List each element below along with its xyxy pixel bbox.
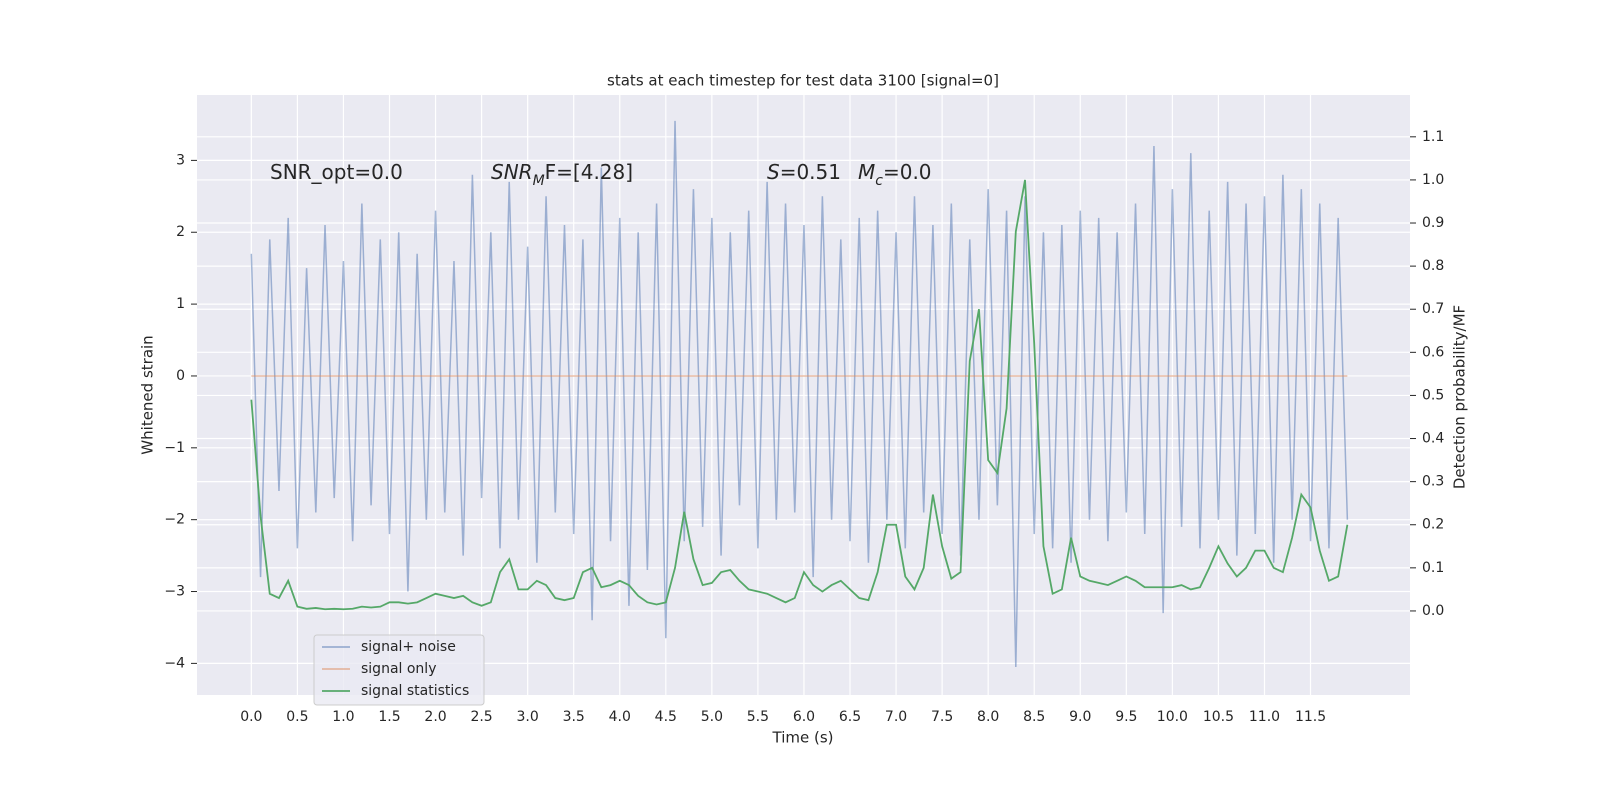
y-tick-label: 3 [176, 152, 185, 168]
legend-label: signal only [361, 661, 436, 677]
y-tick-label: −2 [164, 512, 185, 528]
y2-tick-label: 0.3 [1422, 474, 1444, 490]
x-tick-label: 7.0 [885, 709, 907, 725]
annotation: SNR_opt=0.0 [270, 160, 403, 184]
x-tick-label: 1.0 [332, 709, 354, 725]
x-tick-label: 6.5 [839, 709, 861, 725]
y-tick-label: 1 [176, 296, 185, 312]
annotation-part: S [767, 160, 780, 184]
x-tick-label: 9.0 [1069, 709, 1091, 725]
x-tick-label: 6.0 [793, 709, 815, 725]
annotation-part: M [858, 160, 875, 184]
x-tick-label: 0.5 [286, 709, 308, 725]
annotation-part: F=[4.28] [545, 160, 633, 184]
legend-box [313, 634, 485, 706]
x-tick-label: 11.0 [1249, 709, 1280, 725]
y2-tick-label: 0.7 [1422, 301, 1444, 317]
legend: signal+ noise signal only signal statistic… [313, 634, 485, 706]
x-tick-label: 10.5 [1203, 709, 1234, 725]
x-tick-label: 5.5 [747, 709, 769, 725]
annotation-part: SNR [491, 160, 533, 184]
annotation-part: M [533, 173, 545, 189]
y-tick-label: 2 [176, 224, 185, 240]
y-tick-label: −4 [164, 655, 185, 671]
x-tick-label: 1.5 [378, 709, 400, 725]
y-tick-label: −3 [164, 584, 185, 600]
y2-tick-label: 0.4 [1422, 431, 1444, 447]
y2-axis-label: Detection probability/MF [1451, 305, 1469, 489]
annotation: S=0.51 [767, 160, 841, 184]
y2-tick-label: 1.1 [1422, 129, 1444, 145]
annotation: SNRMF=[4.28] [491, 160, 633, 190]
annotation-part: =0.0 [883, 160, 932, 184]
x-tick-label: 8.0 [977, 709, 999, 725]
y2-tick-label: 0.5 [1422, 387, 1444, 403]
y2-tick-label: 0.2 [1422, 517, 1444, 533]
y2-tick-label: 1.0 [1422, 172, 1444, 188]
series-line [250, 179, 1349, 611]
x-tick-label: 2.0 [424, 709, 446, 725]
x-tick-label: 4.5 [655, 709, 677, 725]
x-tick-label: 7.5 [931, 709, 953, 725]
y2-tick-label: 0.9 [1422, 215, 1444, 231]
annotation-part: =0.51 [780, 160, 841, 184]
series-line [250, 120, 1349, 667]
x-tick-label: 10.0 [1157, 709, 1188, 725]
y2-tick-label: 0.8 [1422, 258, 1444, 274]
annotation-part: c [875, 173, 883, 189]
chart-title: stats at each timestep for test data 310… [607, 72, 999, 90]
x-tick-label: 3.5 [563, 709, 585, 725]
x-tick-label: 9.5 [1115, 709, 1137, 725]
annotation: Mc=0.0 [858, 160, 932, 190]
x-tick-label: 4.0 [609, 709, 631, 725]
y2-tick-label: 0.1 [1422, 560, 1444, 576]
y-tick-label: 0 [176, 368, 185, 384]
x-tick-label: 8.5 [1023, 709, 1045, 725]
x-tick-label: 2.5 [470, 709, 492, 725]
x-axis-label: Time (s) [772, 729, 834, 747]
y2-tick-label: 0.0 [1422, 603, 1444, 619]
legend-label: signal statistics [361, 683, 469, 699]
y2-tick-label: 0.6 [1422, 344, 1444, 360]
annotation-part: SNR_opt=0.0 [270, 160, 403, 184]
x-tick-label: 3.0 [517, 709, 539, 725]
x-tick-label: 0.0 [240, 709, 262, 725]
y-axis-label: Whitened strain [139, 335, 157, 454]
x-tick-label: 5.0 [701, 709, 723, 725]
legend-label: signal+ noise [361, 639, 456, 655]
x-tick-label: 11.5 [1295, 709, 1326, 725]
y-tick-label: −1 [164, 440, 185, 456]
